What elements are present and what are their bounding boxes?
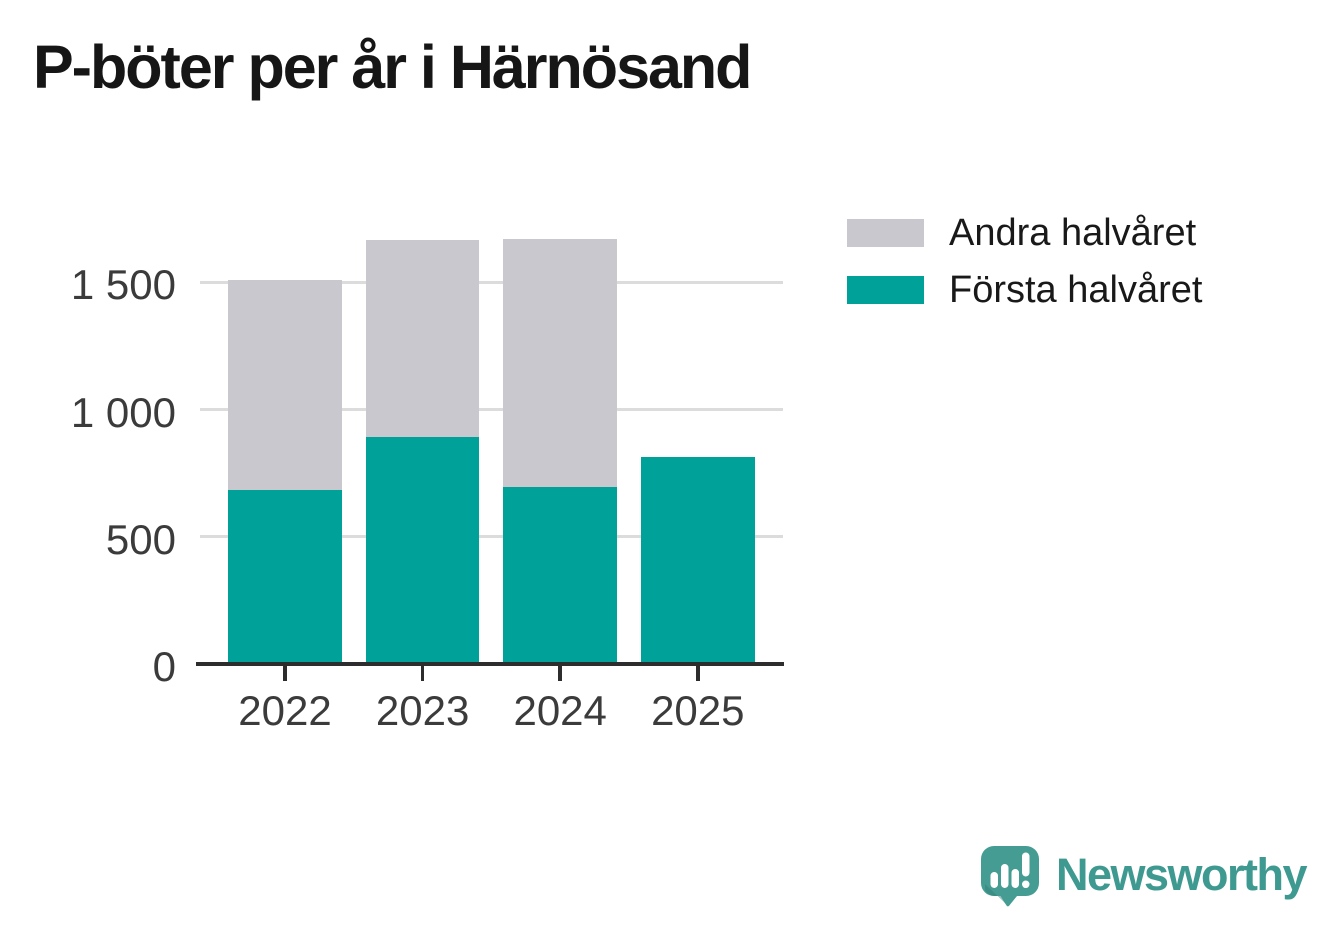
newsworthy-logo-text: Newsworthy xyxy=(1056,849,1308,900)
bar-2025-forsta-halvaret xyxy=(641,456,755,664)
legend-swatch-andra-halvaret xyxy=(847,219,924,247)
chart-title: P-böter per år i Härnösand xyxy=(33,33,752,101)
x-axis-line xyxy=(196,661,784,667)
x-axis-label-2022: 2022 xyxy=(238,687,332,734)
x-axis-label-2025: 2025 xyxy=(651,687,745,734)
legend-item-andra-halvaret: Andra halvåret xyxy=(847,214,1202,252)
y-axis-label-1500: 1 500 xyxy=(70,261,176,309)
bar-2023-forsta-halvaret xyxy=(365,437,480,664)
x-tick-2024 xyxy=(558,666,562,681)
x-tick-2022 xyxy=(283,666,287,681)
legend: Andra halvåret Första halvåret xyxy=(847,214,1202,333)
gridline-1000 xyxy=(200,408,783,411)
bar-2023-andra-halvaret xyxy=(365,240,480,438)
gridline-1500 xyxy=(200,280,783,284)
x-tick-2023 xyxy=(420,666,425,681)
legend-label-forsta-halvaret: Första halvåret xyxy=(949,269,1203,311)
legend-swatch-forsta-halvaret xyxy=(847,276,924,304)
newsworthy-logo: Newsworthy xyxy=(981,846,1308,908)
y-axis-label-1000: 1 000 xyxy=(70,388,176,436)
legend-item-forsta-halvaret: Första halvåret xyxy=(847,271,1202,309)
y-axis-label-0: 0 xyxy=(152,643,176,690)
legend-label-andra-halvaret: Andra halvåret xyxy=(949,212,1197,254)
bar-2022-andra-halvaret xyxy=(228,279,342,490)
x-axis-label-2024: 2024 xyxy=(513,687,607,734)
x-axis-label-2023: 2023 xyxy=(375,687,470,734)
gridline-500 xyxy=(200,535,783,539)
bar-2024-forsta-halvaret xyxy=(503,487,617,664)
y-axis-label-500: 500 xyxy=(105,515,176,563)
newsworthy-logo-icon xyxy=(981,846,1039,907)
bar-2024-andra-halvaret xyxy=(503,238,617,488)
x-tick-2025 xyxy=(696,666,700,681)
bar-2022-forsta-halvaret xyxy=(228,489,342,664)
